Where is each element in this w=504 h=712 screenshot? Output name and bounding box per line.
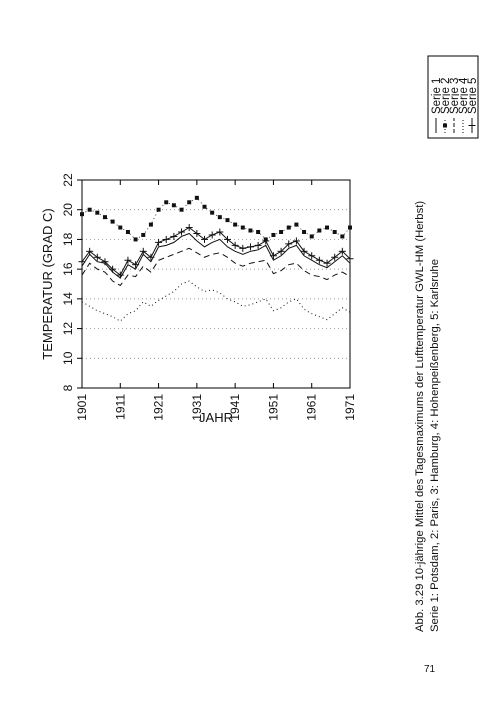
series-2-point bbox=[110, 219, 115, 224]
series-2-point bbox=[256, 230, 261, 234]
series-3-line bbox=[81, 247, 351, 287]
series-2-point bbox=[332, 230, 337, 234]
legend-marker-2 bbox=[443, 123, 447, 128]
series-2-point bbox=[240, 225, 245, 230]
series-2-point bbox=[233, 222, 238, 227]
x-tick-label: 1931 bbox=[190, 394, 204, 421]
series-2-point bbox=[171, 203, 176, 208]
tick-marks: 8 10 12 14 16 18 20 22 1901 1911 1921 1931 1941 1951 1… bbox=[61, 173, 357, 421]
y-tick-label: 16 bbox=[61, 262, 75, 276]
series-2-point bbox=[302, 230, 307, 234]
series-2-point bbox=[133, 237, 138, 242]
series-2-point bbox=[141, 232, 146, 237]
legend-label-4: Serie 4 bbox=[458, 77, 470, 114]
series-2-point bbox=[187, 200, 192, 205]
series-4-line bbox=[81, 280, 351, 322]
series-2-point bbox=[225, 218, 230, 223]
series-2-point bbox=[118, 225, 123, 230]
caption-line-2: Serie 1: Potsdam, 2: Paris, 3: Hamburg, … bbox=[429, 259, 441, 632]
series-2-point bbox=[148, 222, 153, 227]
x-tick-label: 1961 bbox=[305, 394, 319, 421]
series-2-point bbox=[87, 207, 92, 212]
y-tick-label: 22 bbox=[61, 173, 75, 187]
y-tick-label: 8 bbox=[61, 384, 75, 391]
series-2-point bbox=[294, 222, 299, 227]
series-2-point bbox=[271, 232, 276, 237]
y-tick-label: 20 bbox=[61, 203, 75, 217]
series-2-point bbox=[210, 210, 215, 215]
series-2-point bbox=[279, 230, 284, 234]
x-tick-label: 1951 bbox=[266, 394, 280, 421]
series-2-point bbox=[202, 204, 207, 209]
x-tick-label: 1941 bbox=[228, 394, 242, 421]
series-2-point bbox=[317, 228, 322, 233]
legend-box bbox=[427, 55, 479, 139]
grid-lines bbox=[82, 209, 350, 359]
series-2-point bbox=[248, 228, 253, 233]
y-tick-label: 12 bbox=[61, 322, 75, 336]
legend-label-2: Serie 2 bbox=[440, 78, 452, 114]
x-tick-label: 1971 bbox=[343, 394, 357, 421]
x-tick-label: 1911 bbox=[113, 394, 127, 420]
series-2-point bbox=[217, 215, 222, 220]
plot-frame bbox=[81, 179, 351, 389]
series-2-point bbox=[325, 225, 330, 230]
series-5-line bbox=[81, 226, 351, 276]
page-number: 71 bbox=[424, 664, 436, 675]
legend-label-3: Serie 3 bbox=[449, 78, 461, 114]
series-2-point bbox=[80, 212, 84, 217]
caption-line-1: Abb. 3.29 10-jährige Mittel des Tagesmax… bbox=[414, 201, 426, 632]
y-tick-label: 14 bbox=[61, 292, 75, 306]
x-axis-title: JAHR bbox=[199, 410, 233, 425]
series-2-point bbox=[194, 195, 199, 200]
series-2-point bbox=[95, 210, 100, 215]
series-2-point bbox=[286, 225, 291, 230]
y-axis-title: TEMPERATUR (GRAD C) bbox=[40, 208, 55, 359]
series-2-point bbox=[309, 234, 314, 239]
y-tick-label: 18 bbox=[61, 232, 75, 246]
legend-label-5: Serie 5 bbox=[467, 78, 479, 114]
rotated-plot: 8 10 12 14 16 18 20 22 1901 1911 1921 1931 1941 1951 1… bbox=[40, 173, 357, 425]
series-layer bbox=[78, 195, 354, 322]
series-1-line bbox=[81, 232, 351, 279]
series-2-point bbox=[164, 200, 169, 205]
series-2-point bbox=[156, 207, 161, 212]
series-2-point bbox=[125, 230, 130, 234]
series-2-point bbox=[102, 215, 107, 220]
series-2-point bbox=[179, 207, 184, 212]
x-tick-label: 1901 bbox=[75, 394, 89, 421]
series-2-point bbox=[348, 225, 352, 230]
series-2-point bbox=[340, 234, 345, 239]
x-tick-label: 1921 bbox=[152, 394, 166, 421]
legend-label-1: Serie 1 bbox=[431, 78, 443, 114]
figure-caption: Abb. 3.29 10-jährige Mittel des Tagesmax… bbox=[414, 201, 441, 632]
y-tick-label: 10 bbox=[61, 351, 75, 365]
